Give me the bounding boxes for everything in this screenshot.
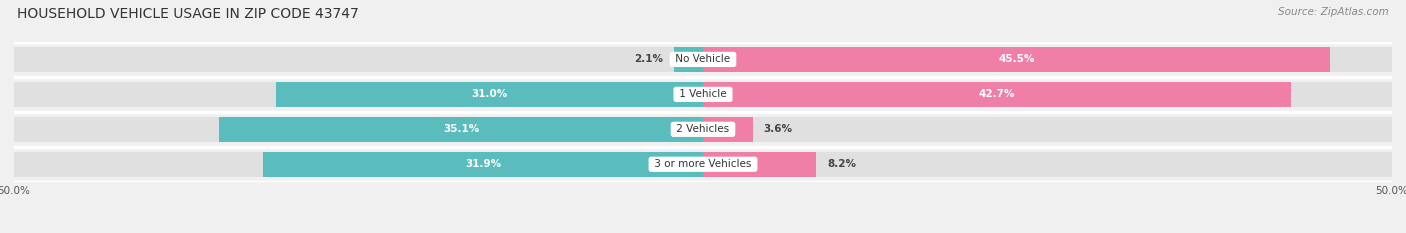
Bar (276, 82, 703, 107)
Text: 1 Vehicle: 1 Vehicle (676, 89, 730, 99)
Bar (703, 152, 815, 177)
Bar (703, 47, 1330, 72)
Bar (14, 47, 1392, 72)
Bar (703, 117, 752, 142)
Bar (219, 117, 703, 142)
Bar (703, 82, 1291, 107)
Bar (673, 47, 703, 72)
Bar (263, 152, 703, 177)
Text: 2.1%: 2.1% (634, 55, 664, 64)
Text: 42.7%: 42.7% (979, 89, 1015, 99)
Text: 31.9%: 31.9% (465, 159, 502, 169)
Text: 3 or more Vehicles: 3 or more Vehicles (651, 159, 755, 169)
Text: Source: ZipAtlas.com: Source: ZipAtlas.com (1278, 7, 1389, 17)
Bar (14, 152, 1392, 177)
Text: 8.2%: 8.2% (827, 159, 856, 169)
Text: 45.5%: 45.5% (998, 55, 1035, 64)
Text: 35.1%: 35.1% (443, 124, 479, 134)
Text: No Vehicle: No Vehicle (672, 55, 734, 64)
Bar (14, 82, 1392, 107)
Text: 31.0%: 31.0% (471, 89, 508, 99)
Legend: Owner-occupied, Renter-occupied: Owner-occupied, Renter-occupied (586, 230, 820, 233)
Bar (14, 117, 1392, 142)
Text: 3.6%: 3.6% (763, 124, 793, 134)
Text: 2 Vehicles: 2 Vehicles (673, 124, 733, 134)
Text: HOUSEHOLD VEHICLE USAGE IN ZIP CODE 43747: HOUSEHOLD VEHICLE USAGE IN ZIP CODE 4374… (17, 7, 359, 21)
